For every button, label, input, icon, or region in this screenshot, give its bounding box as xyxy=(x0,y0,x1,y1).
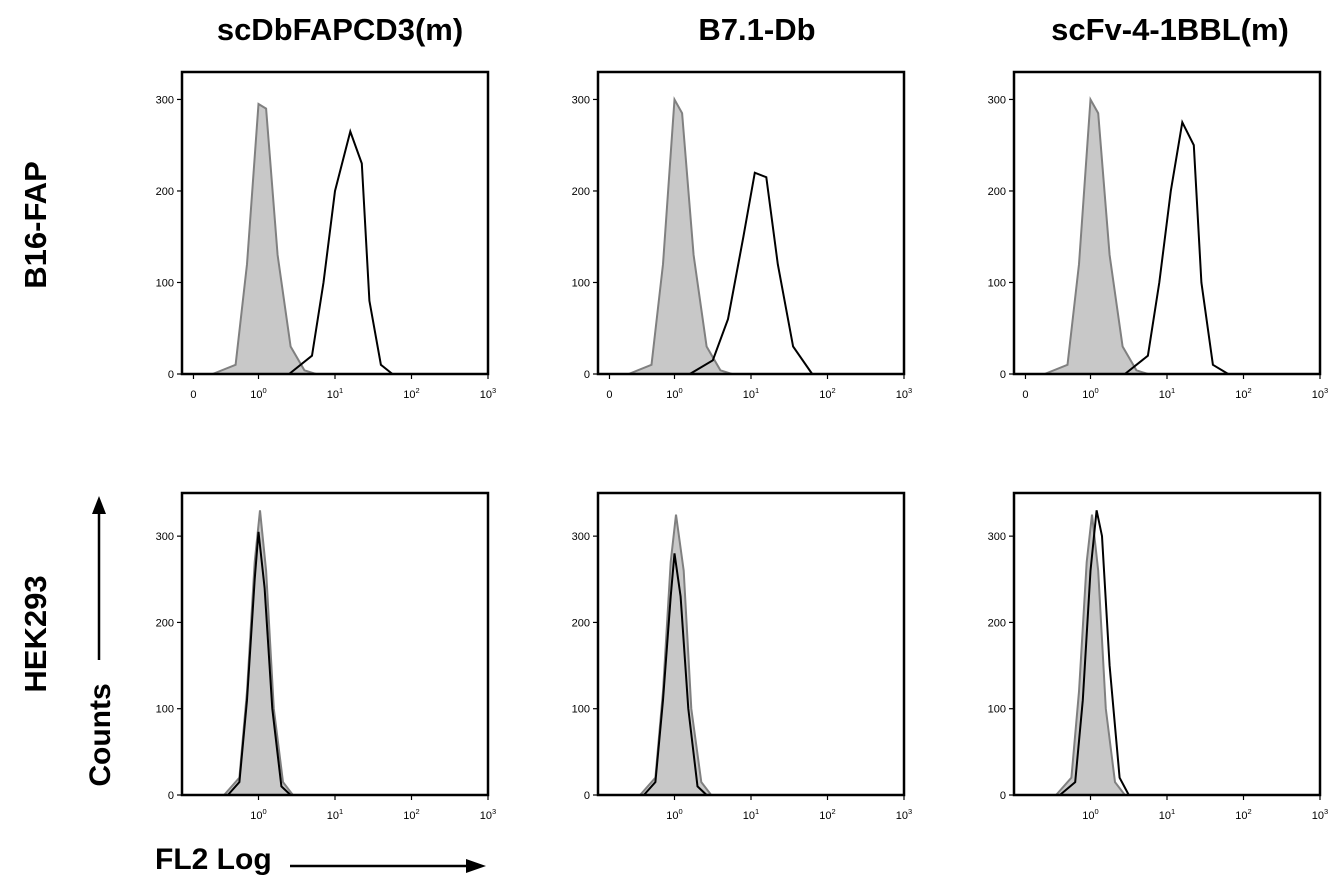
x-tick-label: 103 xyxy=(480,807,496,822)
row-title: HEK293 xyxy=(18,575,53,692)
control-histogram xyxy=(221,510,295,796)
y-tick-label: 0 xyxy=(168,369,174,381)
y-tick-label: 300 xyxy=(156,94,174,106)
histogram-panel: 0 100 200 300 100 101 102 103 xyxy=(572,491,912,822)
y-tick-label: 300 xyxy=(572,94,590,106)
plot-frame xyxy=(596,70,906,376)
column-title: B7.1-Db xyxy=(698,12,815,47)
x-tick-label: 103 xyxy=(1312,386,1328,401)
x-tick-label: 100 xyxy=(250,807,266,822)
sample-histogram xyxy=(643,553,708,796)
x-tick-label: 103 xyxy=(1312,807,1328,822)
x-tick-label: 101 xyxy=(327,386,343,401)
y-tick-label: 0 xyxy=(1000,790,1006,802)
x-tick-label: 101 xyxy=(327,807,343,822)
x-tick-label: 103 xyxy=(896,807,912,822)
x-tick-label: 102 xyxy=(1235,386,1251,401)
y-tick-label: 100 xyxy=(156,704,174,716)
histogram-panel: 0 100 200 300 100 101 102 103 xyxy=(988,491,1328,822)
y-tick-label: 0 xyxy=(584,790,590,802)
x-tick-label: 0 xyxy=(190,389,196,401)
y-tick-label: 100 xyxy=(572,704,590,716)
row-title: B16-FAP xyxy=(18,161,53,288)
y-tick-label: 100 xyxy=(988,704,1006,716)
y-tick-label: 300 xyxy=(572,531,590,543)
histogram-panels: 0 100 200 300 0 100 101 102 103 0 100 200 300 0 100 101… xyxy=(156,70,1328,822)
x-tick-label: 100 xyxy=(1082,807,1098,822)
y-tick-label: 0 xyxy=(1000,369,1006,381)
x-tick-label: 100 xyxy=(250,386,266,401)
y-tick-label: 0 xyxy=(168,790,174,802)
y-tick-label: 100 xyxy=(156,277,174,289)
histogram-panel: 0 100 200 300 0 100 101 102 103 xyxy=(572,70,912,401)
sample-histogram xyxy=(227,531,292,796)
x-tick-label: 102 xyxy=(403,386,419,401)
x-tick-label: 101 xyxy=(743,386,759,401)
x-tick-label: 101 xyxy=(1159,386,1175,401)
y-axis-label: Counts xyxy=(84,683,117,786)
x-tick-label: 102 xyxy=(1235,807,1251,822)
control-histogram xyxy=(1044,96,1149,375)
column-title: scFv-4-1BBL(m) xyxy=(1051,12,1289,47)
sample-histogram xyxy=(1059,510,1130,796)
histogram-panel: 0 100 200 300 0 100 101 102 103 xyxy=(156,70,496,401)
x-axis-arrow-head xyxy=(466,859,486,873)
y-tick-label: 200 xyxy=(572,186,590,198)
y-tick-label: 300 xyxy=(988,531,1006,543)
y-tick-label: 100 xyxy=(572,277,590,289)
y-tick-label: 200 xyxy=(572,617,590,629)
y-tick-label: 100 xyxy=(988,277,1006,289)
control-histogram xyxy=(1053,514,1127,796)
y-axis-arrow-head xyxy=(92,496,106,514)
y-tick-label: 200 xyxy=(156,186,174,198)
x-tick-label: 102 xyxy=(819,386,835,401)
sample-histogram xyxy=(689,171,814,375)
control-histogram xyxy=(212,102,317,375)
column-title: scDbFAPCD3(m) xyxy=(217,12,463,47)
y-tick-label: 300 xyxy=(988,94,1006,106)
x-tick-label: 101 xyxy=(1159,807,1175,822)
y-tick-label: 200 xyxy=(988,186,1006,198)
x-tick-label: 101 xyxy=(743,807,759,822)
x-tick-label: 103 xyxy=(896,386,912,401)
x-tick-label: 0 xyxy=(606,389,612,401)
histogram-panel: 0 100 200 300 0 100 101 102 103 xyxy=(988,70,1328,401)
x-tick-label: 100 xyxy=(666,386,682,401)
plot-frame xyxy=(1012,491,1322,797)
x-tick-label: 102 xyxy=(403,807,419,822)
y-tick-label: 0 xyxy=(584,369,590,381)
y-tick-label: 300 xyxy=(156,531,174,543)
histogram-panel: 0 100 200 300 100 101 102 103 xyxy=(156,491,496,822)
x-axis-label: FL2 Log xyxy=(155,843,272,876)
x-tick-label: 0 xyxy=(1022,389,1028,401)
sample-histogram xyxy=(288,128,394,375)
control-histogram xyxy=(628,96,733,375)
sample-histogram xyxy=(1124,119,1229,375)
x-tick-label: 100 xyxy=(1082,386,1098,401)
plot-frame xyxy=(180,70,490,376)
plot-frame xyxy=(596,491,906,797)
y-tick-label: 200 xyxy=(156,617,174,629)
y-tick-label: 200 xyxy=(988,617,1006,629)
x-tick-label: 102 xyxy=(819,807,835,822)
x-tick-label: 100 xyxy=(666,807,682,822)
x-tick-label: 103 xyxy=(480,386,496,401)
plot-frame xyxy=(180,491,490,797)
